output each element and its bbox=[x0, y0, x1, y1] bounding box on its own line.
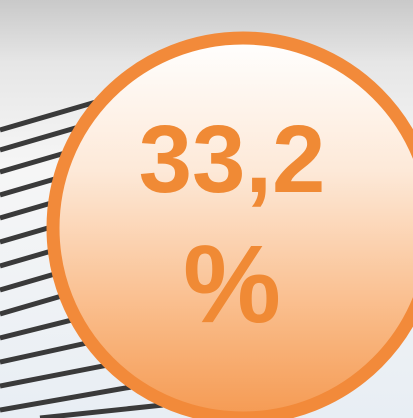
badge-graphic: 33,2 % bbox=[0, 0, 413, 418]
badge-value: 33,2 bbox=[139, 106, 326, 213]
badge-unit: % bbox=[183, 223, 281, 346]
